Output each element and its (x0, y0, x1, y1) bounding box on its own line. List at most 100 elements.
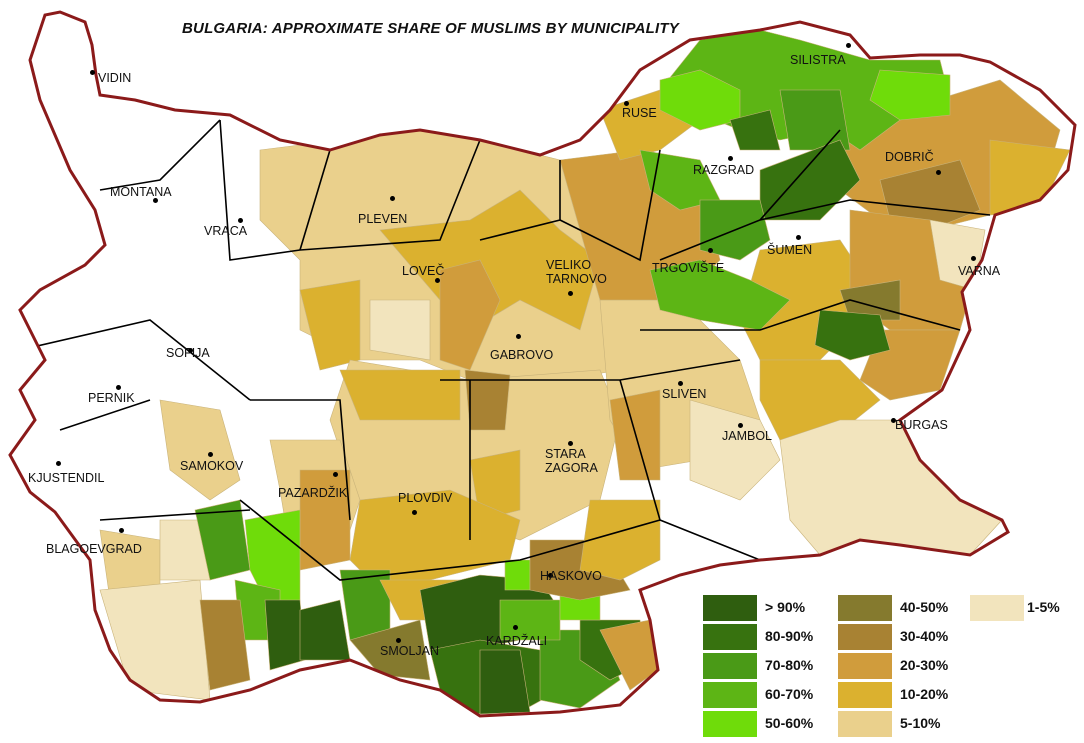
city-label: MONTANA (110, 185, 172, 199)
city-dot (971, 256, 976, 261)
map-title: BULGARIA: APPROXIMATE SHARE OF MUSLIMS B… (182, 20, 679, 37)
municipality-region (159, 399, 241, 501)
municipality-region (464, 369, 511, 431)
city-dot (412, 510, 417, 515)
city-dot (936, 170, 941, 175)
city-dot (846, 43, 851, 48)
municipality-region (264, 599, 306, 671)
city-label: VARNA (958, 264, 1001, 278)
city-dot (624, 101, 629, 106)
city-dot (188, 348, 193, 353)
legend-swatch (703, 624, 757, 650)
city-label: PLOVDIV (398, 491, 453, 505)
city-label: VIDIN (98, 71, 132, 85)
legend-swatch (838, 653, 892, 679)
legend-label: > 90% (765, 599, 806, 615)
legend-swatch (703, 711, 757, 737)
municipality-region (199, 599, 251, 691)
legend-label: 50-60% (765, 715, 814, 731)
city-label: VRACA (204, 224, 248, 238)
city-label: RUSE (622, 106, 657, 120)
legend-label: 1-5% (1027, 599, 1060, 615)
legend-swatch (838, 624, 892, 650)
city-dot (708, 248, 713, 253)
legend-label: 60-70% (765, 686, 814, 702)
legend-swatch (970, 595, 1024, 621)
legend-swatch (703, 653, 757, 679)
municipality-region (99, 579, 211, 701)
city-dot (513, 625, 518, 630)
city-dot (568, 441, 573, 446)
legend-label: 80-90% (765, 628, 814, 644)
city-label: STARA ZAGORA (545, 447, 598, 475)
city-label: BLAGOEVGRAD (46, 542, 142, 556)
city-label: SMOLJAN (380, 644, 440, 658)
city-label: GABROVO (490, 348, 554, 362)
province-border (239, 499, 661, 581)
province-border (299, 149, 331, 251)
province-border (299, 139, 481, 251)
city-label: HASKOVO (540, 569, 602, 583)
city-label: BURGAS (895, 418, 948, 432)
city-dot (548, 573, 553, 578)
province-border (59, 399, 151, 431)
city-label: LOVEČ (402, 264, 445, 278)
city-dot (208, 452, 213, 457)
municipality-region (339, 369, 461, 421)
city-label: DOBRIČ (885, 150, 934, 164)
city-dot (516, 334, 521, 339)
city-dot (396, 638, 401, 643)
city-label: SAMOKOV (180, 459, 244, 473)
city-label: PLEVEN (358, 212, 408, 226)
municipality-region (299, 279, 361, 371)
legend-label: 10-20% (900, 686, 949, 702)
municipality-region (499, 599, 561, 641)
city-dot (119, 528, 124, 533)
legend-swatch (838, 595, 892, 621)
municipality-region (779, 89, 851, 151)
city-label: PERNIK (88, 391, 135, 405)
municipality-region (349, 619, 431, 681)
city-label: ŠUMEN (767, 243, 813, 257)
legend-label: 20-30% (900, 657, 949, 673)
city-dot (390, 196, 395, 201)
legend-swatch (838, 711, 892, 737)
legend-label: 5-10% (900, 715, 941, 731)
city-dot (56, 461, 61, 466)
city-dot (738, 423, 743, 428)
city-label: RAZGRAD (693, 163, 755, 177)
municipality-region (469, 449, 521, 521)
legend-label: 30-40% (900, 628, 949, 644)
city-dot (435, 278, 440, 283)
city-dot (116, 385, 121, 390)
province-border (219, 119, 301, 261)
province-border (99, 509, 251, 521)
city-dot (90, 70, 95, 75)
city-label: SOFIJA (166, 346, 210, 360)
municipality-region (814, 309, 891, 361)
province-border (559, 149, 661, 262)
municipality-region (504, 559, 531, 591)
city-label: PAZARDŽIK (278, 486, 348, 500)
municipality-region (369, 299, 431, 361)
city-label: VELIKO TARNOVO (546, 258, 607, 286)
municipality-region (779, 419, 1003, 556)
city-label: JAMBOL (722, 429, 773, 443)
legend-swatch (703, 595, 757, 621)
province-border (759, 199, 991, 221)
legend-label: 70-80% (765, 657, 814, 673)
municipality-region (439, 259, 501, 371)
city-dot (678, 381, 683, 386)
legend-swatch (838, 682, 892, 708)
municipality-region (649, 259, 791, 331)
province-border (640, 299, 961, 331)
municipality-region (689, 399, 781, 501)
municipality-region (579, 499, 661, 581)
city-dot (333, 472, 338, 477)
province-border (250, 399, 351, 521)
province-border (19, 319, 251, 401)
municipality-region (879, 159, 981, 231)
province-border (99, 119, 221, 191)
city-label: SLIVEN (662, 387, 707, 401)
